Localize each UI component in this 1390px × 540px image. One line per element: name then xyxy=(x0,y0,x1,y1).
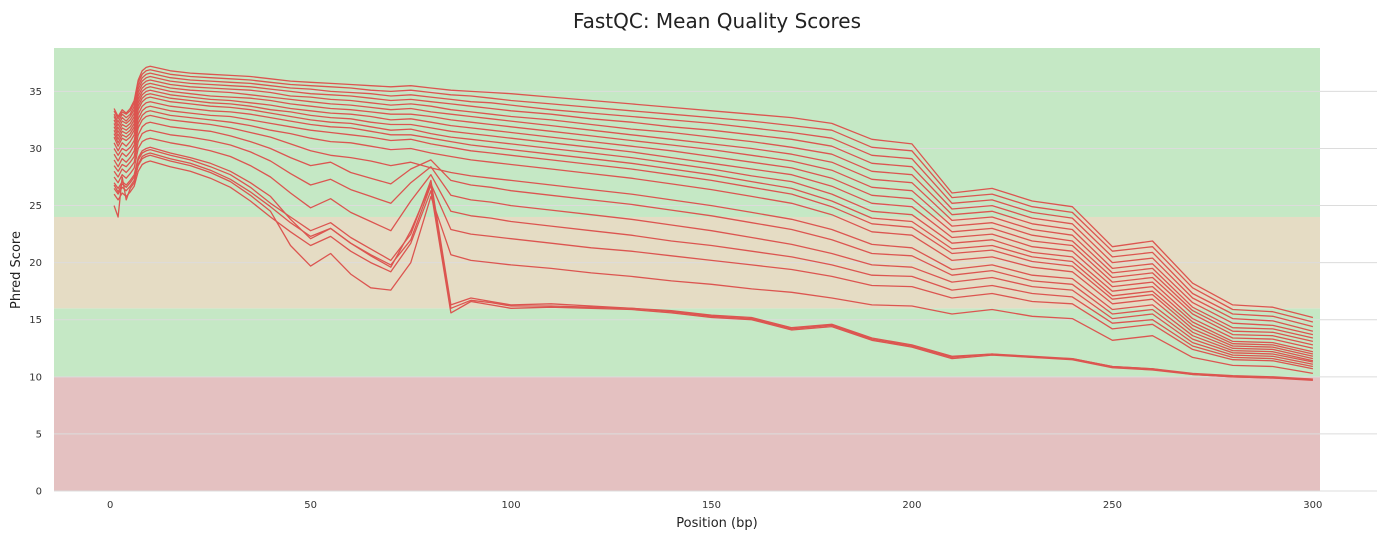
y-axis-label: Phred Score xyxy=(9,231,24,309)
series-line-16 xyxy=(113,137,1314,368)
y-tick-label: 25 xyxy=(29,201,42,212)
series-line-8 xyxy=(113,93,1314,349)
x-tick-label: 0 xyxy=(107,500,113,511)
y-tick-label: 10 xyxy=(29,372,42,383)
series-line-5 xyxy=(113,82,1314,339)
x-tick-label: 200 xyxy=(902,500,921,511)
x-axis-ticks: 0 50 100 150 200 250 300 xyxy=(107,500,1322,511)
series-line-3 xyxy=(113,75,1314,332)
series-line-0 xyxy=(113,65,1314,319)
x-tick-label: 50 xyxy=(304,500,317,511)
series-line-17 xyxy=(113,146,1314,370)
quality-band-1 xyxy=(54,308,1320,377)
quality-band-3 xyxy=(54,48,1320,217)
quality-bands xyxy=(54,48,1320,491)
x-tick-label: 250 xyxy=(1103,500,1122,511)
series-line-7 xyxy=(113,89,1314,346)
series-line-19 xyxy=(113,160,1313,381)
y-axis-ticks: 0 5 10 15 20 25 30 35 xyxy=(29,87,42,498)
y-tick-label: 30 xyxy=(29,144,42,155)
series-line-21 xyxy=(113,152,1313,380)
series-line-9 xyxy=(113,96,1314,353)
series-line-14 xyxy=(113,121,1314,363)
series-line-18 xyxy=(113,154,1314,375)
y-tick-label: 5 xyxy=(36,429,42,440)
x-tick-label: 300 xyxy=(1303,500,1322,511)
series-line-6 xyxy=(113,86,1314,343)
series-line-11 xyxy=(113,105,1314,357)
series-line-2 xyxy=(113,72,1314,328)
series-lines xyxy=(113,65,1314,381)
series-line-1 xyxy=(113,69,1314,323)
x-axis-label: Position (bp) xyxy=(676,516,757,531)
y-tick-label: 0 xyxy=(36,487,42,498)
series-line-4 xyxy=(113,79,1314,336)
series-line-10 xyxy=(113,101,1314,355)
y-tick-label: 20 xyxy=(29,258,42,269)
series-line-12 xyxy=(113,110,1314,360)
series-line-15 xyxy=(113,129,1314,365)
x-tick-label: 150 xyxy=(702,500,721,511)
y-tick-label: 35 xyxy=(29,87,42,98)
chart-title: FastQC: Mean Quality Scores xyxy=(573,9,861,33)
y-tick-label: 15 xyxy=(29,315,42,326)
x-tick-label: 100 xyxy=(501,500,520,511)
